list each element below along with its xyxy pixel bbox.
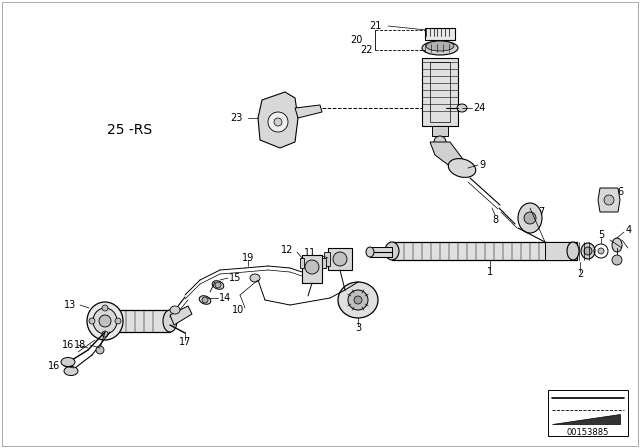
Circle shape <box>354 296 362 304</box>
Ellipse shape <box>385 242 399 260</box>
Circle shape <box>598 248 604 254</box>
Text: 5: 5 <box>598 230 604 240</box>
Text: 1: 1 <box>487 267 493 277</box>
Polygon shape <box>552 414 620 424</box>
Circle shape <box>434 136 446 148</box>
Text: 3: 3 <box>355 323 361 333</box>
Ellipse shape <box>250 274 260 282</box>
Circle shape <box>115 318 121 324</box>
Polygon shape <box>258 92 298 148</box>
Ellipse shape <box>448 159 476 177</box>
Text: 16: 16 <box>61 340 74 350</box>
Ellipse shape <box>199 296 211 304</box>
Text: 22: 22 <box>360 45 373 55</box>
Text: 13: 13 <box>64 300 76 310</box>
Text: 24: 24 <box>473 103 485 113</box>
Circle shape <box>524 212 536 224</box>
Bar <box>430 62 450 122</box>
Circle shape <box>274 118 282 126</box>
Bar <box>392 242 577 260</box>
Ellipse shape <box>163 310 177 332</box>
Ellipse shape <box>426 41 454 51</box>
Circle shape <box>268 112 288 132</box>
Circle shape <box>89 318 95 324</box>
Text: 21: 21 <box>370 21 382 31</box>
Circle shape <box>102 331 108 337</box>
Ellipse shape <box>338 282 378 318</box>
Text: 2: 2 <box>577 269 583 279</box>
Text: 11: 11 <box>304 248 316 258</box>
Text: 20: 20 <box>351 35 363 45</box>
Bar <box>370 247 392 257</box>
Ellipse shape <box>64 366 78 375</box>
Bar <box>322 258 326 268</box>
Circle shape <box>333 252 347 266</box>
Ellipse shape <box>518 203 542 233</box>
Circle shape <box>612 255 622 265</box>
Circle shape <box>305 260 319 274</box>
Circle shape <box>202 297 208 303</box>
Text: 00153885: 00153885 <box>567 427 609 436</box>
Bar <box>105 310 170 332</box>
Bar <box>432 126 448 136</box>
Ellipse shape <box>422 41 458 55</box>
Text: 25 -RS: 25 -RS <box>108 123 152 137</box>
Polygon shape <box>430 142 465 170</box>
Ellipse shape <box>457 104 467 112</box>
Circle shape <box>99 315 111 327</box>
Circle shape <box>215 282 221 288</box>
Text: 9: 9 <box>479 160 485 170</box>
Bar <box>324 252 330 266</box>
Bar <box>425 28 455 40</box>
Text: 19: 19 <box>242 253 254 263</box>
Text: 23: 23 <box>230 113 243 123</box>
Polygon shape <box>170 306 192 325</box>
Text: 4: 4 <box>626 225 632 235</box>
Ellipse shape <box>61 358 75 366</box>
Bar <box>300 258 304 268</box>
Bar <box>548 390 628 436</box>
Circle shape <box>348 290 368 310</box>
Ellipse shape <box>366 247 374 257</box>
Bar <box>302 255 322 283</box>
Text: 12: 12 <box>280 245 293 255</box>
Circle shape <box>584 247 592 255</box>
Bar <box>422 58 458 126</box>
Text: 17: 17 <box>179 337 191 347</box>
Text: 18: 18 <box>74 340 86 350</box>
Text: 14: 14 <box>219 293 231 303</box>
Ellipse shape <box>567 242 579 260</box>
Ellipse shape <box>93 308 117 334</box>
Ellipse shape <box>212 281 224 289</box>
Polygon shape <box>598 188 620 212</box>
Circle shape <box>102 305 108 311</box>
Ellipse shape <box>581 243 595 259</box>
Text: 6: 6 <box>617 187 623 197</box>
Text: 8: 8 <box>492 215 498 225</box>
Circle shape <box>604 195 614 205</box>
Text: 15: 15 <box>229 273 241 283</box>
Bar <box>328 248 352 270</box>
Polygon shape <box>295 105 322 118</box>
Ellipse shape <box>612 238 622 252</box>
Ellipse shape <box>170 306 180 314</box>
Bar <box>545 242 573 260</box>
Text: 10: 10 <box>232 305 244 315</box>
Circle shape <box>96 346 104 354</box>
Ellipse shape <box>87 302 123 340</box>
Text: 7: 7 <box>538 207 544 217</box>
Text: 16: 16 <box>48 361 60 371</box>
Ellipse shape <box>98 310 112 332</box>
